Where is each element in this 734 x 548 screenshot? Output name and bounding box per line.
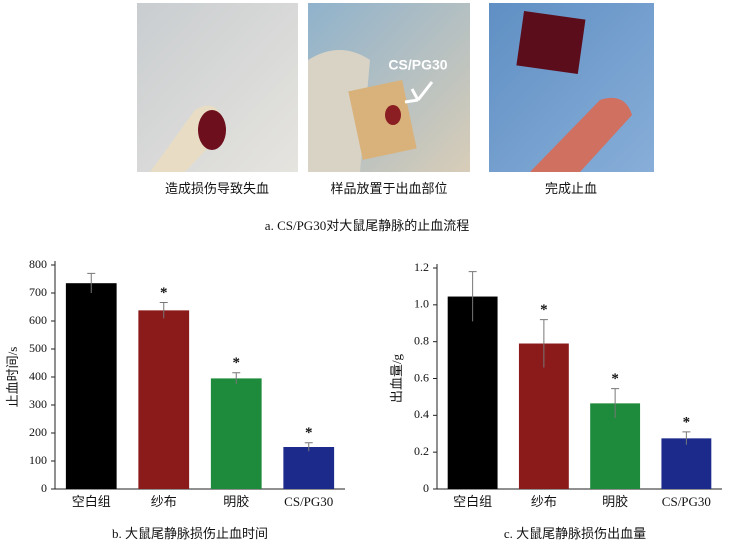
y-tick-label: 0.4 (414, 407, 429, 421)
y-tick-label: 0.6 (414, 370, 429, 384)
y-tick-label: 0 (41, 481, 47, 495)
y-tick-label: 500 (29, 341, 47, 355)
significance-mark: * (683, 414, 691, 430)
y-tick-label: 200 (29, 425, 47, 439)
x-tick-label: 明胶 (602, 494, 628, 509)
x-tick-label: 纱布 (531, 494, 557, 509)
x-tick-label: CS/PG30 (662, 494, 711, 509)
x-tick-label: 空白组 (453, 494, 492, 509)
y-tick-label: 300 (29, 397, 47, 411)
photo-caption: 完成止血 (545, 181, 597, 196)
significance-mark: * (233, 355, 241, 371)
x-tick-label: 明胶 (223, 494, 249, 509)
y-tick-label: 1.2 (414, 260, 429, 274)
photo-caption: 造成损伤导致失血 (165, 181, 269, 196)
error-bar (159, 302, 168, 319)
significance-mark: * (160, 285, 168, 301)
error-bar (611, 388, 620, 419)
y-tick-label: 100 (29, 453, 47, 467)
bar (283, 447, 335, 489)
y-tick-label: 800 (29, 257, 47, 271)
y-tick-label: 700 (29, 285, 47, 299)
x-tick-label: 纱布 (151, 494, 177, 509)
error-bar (682, 431, 691, 445)
significance-mark: * (305, 425, 313, 441)
photo (489, 3, 654, 172)
y-tick-label: 1.0 (414, 297, 429, 311)
y-tick-label: 600 (29, 313, 47, 327)
error-bar (232, 372, 241, 384)
y-tick-label: 0 (423, 481, 429, 495)
y-tick-label: 0.2 (414, 444, 429, 458)
x-tick-label: CS/PG30 (284, 494, 333, 509)
y-tick-label: 0.8 (414, 333, 429, 347)
significance-mark: * (611, 371, 619, 387)
photo-caption: 样品放置于出血部位 (330, 181, 447, 196)
panel-caption: b. 大鼠尾静脉损伤止血时间 (112, 526, 268, 541)
y-axis-label: 出血量/g (389, 353, 404, 403)
y-tick-label: 400 (29, 369, 47, 383)
photo (137, 3, 298, 172)
bar (661, 438, 712, 489)
photo: CS/PG30 (308, 3, 470, 172)
bar (447, 296, 498, 489)
error-bar (468, 271, 477, 322)
panel-caption: a. CS/PG30对大鼠尾静脉的止血流程 (265, 218, 469, 233)
error-bar (87, 272, 96, 293)
bar (138, 310, 190, 489)
y-axis-label: 止血时间/s (5, 347, 20, 408)
arrow-label: CS/PG30 (388, 57, 447, 73)
error-bar (539, 319, 548, 368)
panel-caption: c. 大鼠尾静脉损伤出血量 (504, 526, 646, 541)
bar (518, 343, 569, 489)
bar (210, 378, 262, 489)
bar (65, 283, 117, 489)
error-bar (304, 442, 313, 452)
x-tick-label: 空白组 (72, 494, 111, 509)
significance-mark: * (540, 302, 548, 318)
